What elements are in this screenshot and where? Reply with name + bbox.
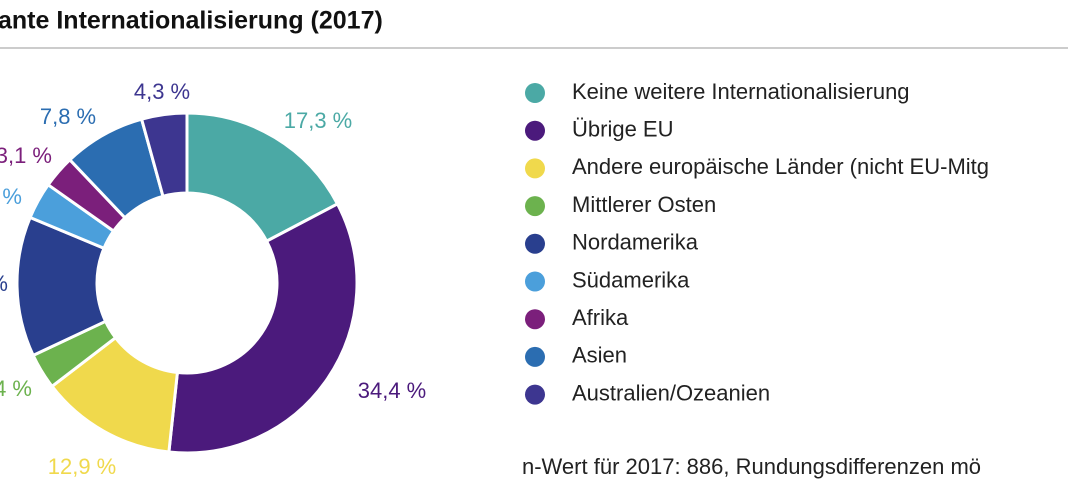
legend-label: Nordamerika (572, 230, 699, 255)
legend-marker (525, 158, 545, 179)
data-label: 3,4 % (0, 376, 32, 401)
legend-label: Übrige EU (572, 117, 673, 142)
data-label: 4,3 % (134, 79, 190, 104)
donut-segment (167, 201, 359, 455)
legend-marker (525, 346, 545, 367)
data-label: 34,4 % (358, 378, 427, 403)
data-label: 12,9 % (48, 454, 117, 479)
legend-marker (525, 271, 545, 292)
legend-label: Australien/Ozeanien (572, 380, 770, 405)
legend-label: Asien (572, 343, 627, 368)
data-label: 17,3 % (284, 108, 353, 133)
donut-segment (139, 111, 189, 199)
legend-label: Mittlerer Osten (572, 192, 716, 217)
legend-marker (525, 384, 545, 405)
legend-marker (525, 309, 545, 330)
legend-marker (525, 120, 545, 141)
legend-marker (525, 233, 545, 254)
legend-label: Andere europäische Länder (nicht EU-Mitg (572, 154, 989, 179)
donut-segment (185, 111, 340, 244)
legend-label: Südamerika (572, 267, 690, 292)
data-label: 13,3 % (0, 271, 8, 296)
legend-label: Afrika (572, 305, 629, 330)
data-label: 3,5 % (0, 184, 22, 209)
legend-label: Keine weitere Internationalisierung (572, 79, 910, 104)
note: n-Wert für 2017: 886, Rundungsdifferenze… (522, 454, 981, 479)
legend-marker (525, 83, 545, 103)
data-label: 3,1 % (0, 143, 52, 168)
chart-title: ante Internationalisierung (2017) (0, 7, 383, 35)
legend-marker (525, 196, 545, 217)
data-label: 7,8 % (40, 104, 96, 129)
